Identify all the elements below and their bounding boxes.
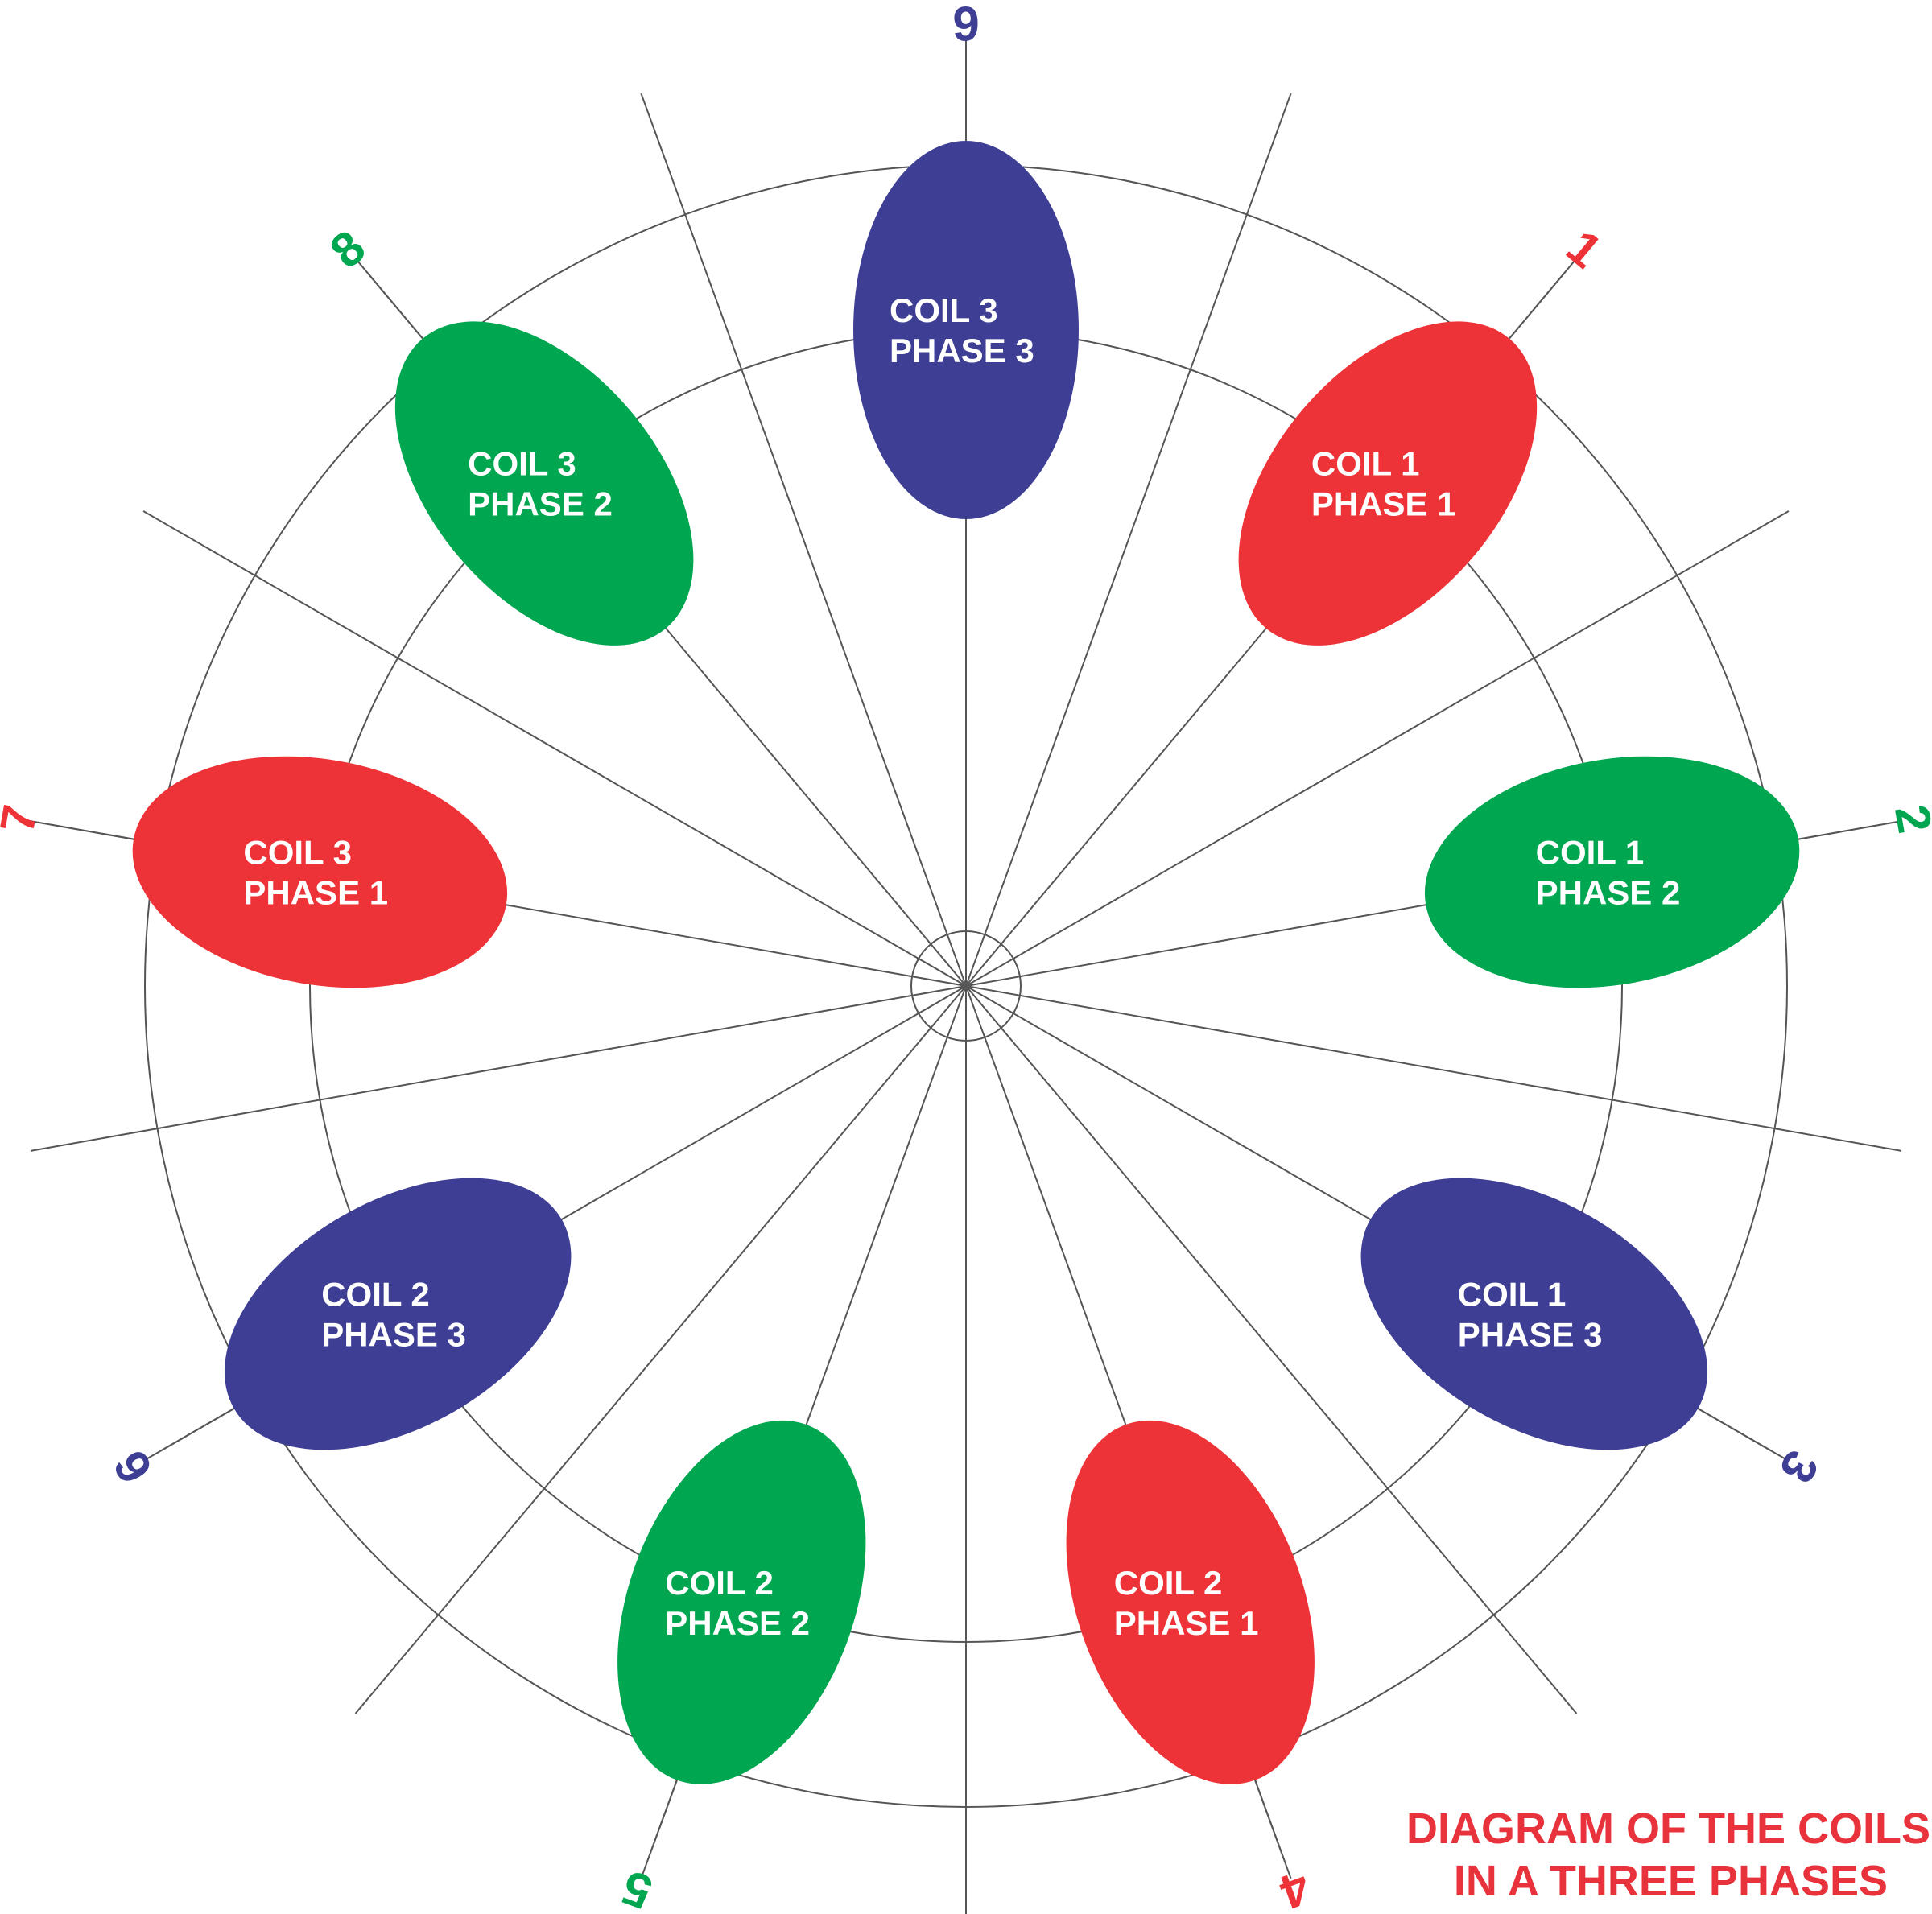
position-number: 5 (615, 1860, 658, 1914)
position-number: 8 (320, 220, 376, 278)
coil-name: COIL 1 (1536, 833, 1645, 871)
coil-shape (1066, 1420, 1315, 1784)
coil-phase: PHASE 2 (468, 485, 613, 523)
coil-name: COIL 1 (1458, 1276, 1567, 1314)
coil-name: COIL 2 (321, 1276, 430, 1314)
coil-shape (132, 756, 508, 988)
coil-name: COIL 1 (1311, 445, 1420, 483)
position-number: 1 (1557, 220, 1612, 278)
position-number: 3 (1769, 1442, 1830, 1491)
coil-shape (617, 1420, 866, 1784)
coil-shape (1360, 1178, 1708, 1450)
coil-phase: PHASE 3 (1458, 1316, 1603, 1354)
number-leader (647, 1780, 678, 1860)
coil-name: COIL 2 (1114, 1564, 1223, 1602)
number-leader (1697, 1408, 1772, 1452)
coil-name: COIL 3 (468, 445, 576, 483)
number-leader (1798, 823, 1882, 840)
coil-shape (1424, 756, 1800, 988)
coil-name: COIL 2 (665, 1564, 774, 1602)
coil-phase: PHASE 3 (890, 332, 1034, 369)
position-number: 9 (952, 0, 979, 52)
number-leader (160, 1408, 235, 1452)
position-number: 6 (103, 1442, 163, 1491)
coil-phase: PHASE 2 (665, 1604, 810, 1642)
position-number: 7 (0, 801, 47, 837)
caption-line-1: DIAGRAM OF THE COILS (1406, 1805, 1930, 1853)
number-leader (1254, 1780, 1285, 1860)
coil-phase: PHASE 3 (321, 1316, 466, 1354)
position-number: 4 (1273, 1860, 1317, 1914)
coil-name: COIL 3 (243, 833, 352, 871)
coil-shape (394, 321, 694, 646)
coil-shape (224, 1178, 572, 1450)
coil-shape (853, 141, 1079, 519)
position-number: 2 (1885, 801, 1932, 837)
coil-shape (1238, 321, 1538, 646)
coil-phase: PHASE 2 (1536, 873, 1681, 911)
coil-name: COIL 3 (890, 291, 998, 329)
number-leader (1509, 273, 1565, 340)
coil-phase: PHASE 1 (1114, 1604, 1259, 1642)
coil-phase: PHASE 1 (1311, 485, 1456, 523)
number-leader (367, 273, 423, 340)
coil-phase: PHASE 1 (243, 873, 388, 911)
number-leader (50, 823, 134, 840)
caption-line-2: IN A THREE PHASES (1454, 1857, 1888, 1905)
